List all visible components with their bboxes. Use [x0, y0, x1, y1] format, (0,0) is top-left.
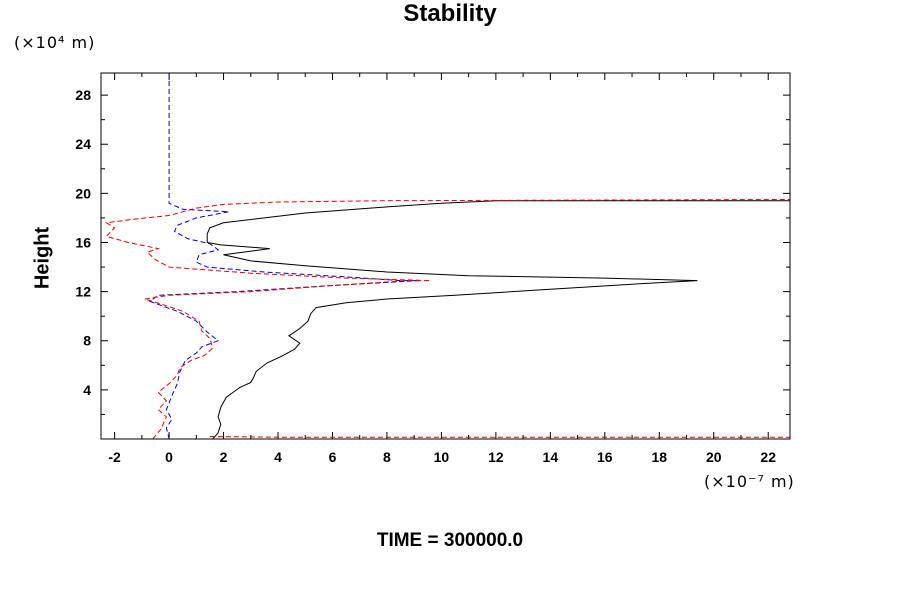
series-line-3: [209, 436, 790, 438]
x-axis-unit: (×10⁻⁷ m): [704, 472, 795, 491]
x-tick-label: 20: [706, 449, 722, 465]
x-tick-label: 10: [434, 449, 450, 465]
x-tick-label: 18: [651, 449, 667, 465]
x-tick-label: 14: [543, 449, 559, 465]
x-tick-label: 12: [488, 449, 504, 465]
y-tick-label: 4: [83, 382, 91, 398]
series-line-0: [206, 200, 790, 440]
x-tick-label: 2: [220, 449, 228, 465]
y-tick-label: 20: [75, 185, 91, 201]
y-tick-label: 24: [75, 136, 91, 152]
chart-title: Stability: [403, 0, 497, 27]
x-tick-label: 8: [383, 449, 391, 465]
x-tick-label: 6: [329, 449, 337, 465]
x-tick-label: 16: [597, 449, 613, 465]
series-line-2: [104, 199, 791, 440]
x-tick-label: -2: [108, 449, 121, 465]
y-tick-label: 16: [75, 234, 91, 250]
y-axis-unit: (×10⁴ m): [14, 33, 96, 52]
time-readout: TIME = 300000.0: [376, 530, 524, 551]
plot-frame: [100, 72, 791, 440]
y-tick-label: 12: [75, 284, 91, 300]
y-tick-label: 8: [83, 333, 91, 349]
x-tick-label: 0: [165, 449, 173, 465]
series-line-1: [148, 73, 420, 440]
x-tick-label: 22: [760, 449, 776, 465]
y-tick-label: 28: [75, 87, 91, 103]
x-tick-label: 4: [274, 449, 282, 465]
